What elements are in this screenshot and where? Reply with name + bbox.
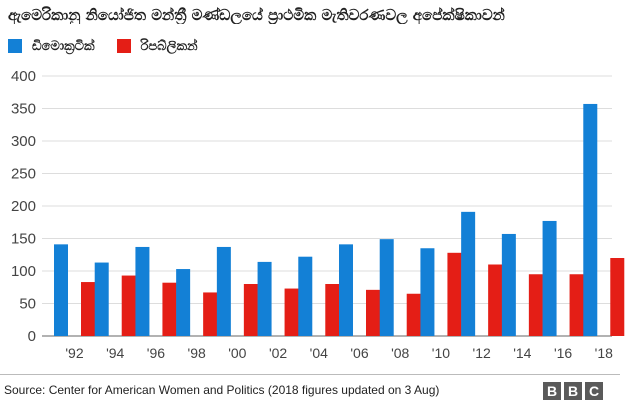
bar-chart: 0 50 100 150 200 250 300 350 400 '92 '94 '96 '98 '00 '… (11, 68, 625, 361)
bbc-logo: B B C (543, 382, 603, 400)
bar-democratic (542, 220, 557, 336)
y-tick-label: 300 (11, 133, 36, 150)
x-tick-label: '12 (473, 345, 491, 361)
bar-democratic (583, 103, 598, 336)
legend-swatch-democratic (8, 39, 22, 53)
x-tick-label: '98 (188, 345, 206, 361)
bar-republican (488, 264, 503, 336)
bar-democratic (298, 256, 313, 336)
logo-letter: C (585, 382, 603, 400)
bar-republican (366, 289, 380, 336)
bar-democratic (216, 246, 231, 336)
bar-democratic (135, 246, 150, 336)
bar-republican (447, 252, 462, 336)
bar-democratic (339, 244, 353, 336)
y-tick-label: 100 (11, 263, 36, 280)
bar-democratic (501, 233, 516, 336)
legend-label-republican: රිපබ්ලිකන් (140, 38, 198, 54)
bar-republican (610, 258, 625, 336)
legend: ඩිමොක්‍රටික් රිපබ්ලිකන් (8, 36, 220, 56)
logo-letter: B (564, 382, 582, 400)
chart-title: ඇමෙරිකානු නියෝජිත මන්ත්‍රී මණ්ඩලයේ ප්‍රා… (8, 6, 505, 24)
footer-divider (0, 374, 620, 375)
legend-item-democratic: ඩිමොක්‍රටික් (8, 39, 95, 54)
x-tick-label: '16 (554, 345, 572, 361)
x-tick-label: '04 (310, 345, 328, 361)
bar-republican (81, 282, 95, 336)
x-tick-label: '96 (147, 345, 165, 361)
x-tick-label: '10 (432, 345, 450, 361)
legend-swatch-republican (116, 39, 131, 53)
bar-republican (284, 288, 299, 336)
x-tick-label: '94 (106, 345, 124, 361)
bar-republican (162, 282, 177, 336)
x-tick-label: '08 (391, 345, 409, 361)
bar-democratic (379, 239, 394, 336)
source-note: Source: Center for American Women and Po… (4, 383, 440, 397)
x-tick-label: '06 (350, 345, 368, 361)
y-tick-label: 50 (19, 296, 36, 313)
legend-item-republican: රිපබ්ලිකන් (116, 38, 198, 54)
bar-democratic (420, 248, 435, 336)
y-tick-label: 150 (11, 231, 36, 248)
x-tick-label: '02 (269, 345, 287, 361)
bar-republican (243, 284, 258, 336)
bar-democratic (176, 269, 191, 336)
logo-letter: B (543, 382, 561, 400)
x-tick-label: '92 (65, 345, 83, 361)
bar-democratic (461, 211, 476, 336)
bar-democratic (257, 261, 272, 336)
y-tick-label: 0 (28, 328, 36, 345)
legend-label-democratic: ඩිමොක්‍රටික් (32, 38, 95, 54)
bar-democratic (54, 244, 68, 336)
bar-republican (203, 292, 218, 336)
x-tick-label: '14 (513, 345, 531, 361)
y-tick-label: 400 (11, 68, 36, 85)
bar-republican (121, 275, 136, 336)
bar-republican (528, 274, 543, 336)
x-tick-label: '18 (595, 345, 613, 361)
x-tick-label: '00 (228, 345, 246, 361)
bar-democratic (94, 262, 109, 336)
y-tick-label: 350 (11, 101, 36, 118)
y-tick-label: 250 (11, 166, 36, 183)
y-tick-label: 200 (11, 198, 36, 215)
bar-republican (406, 293, 421, 336)
bar-republican (325, 284, 340, 336)
bar-republican (569, 274, 584, 336)
